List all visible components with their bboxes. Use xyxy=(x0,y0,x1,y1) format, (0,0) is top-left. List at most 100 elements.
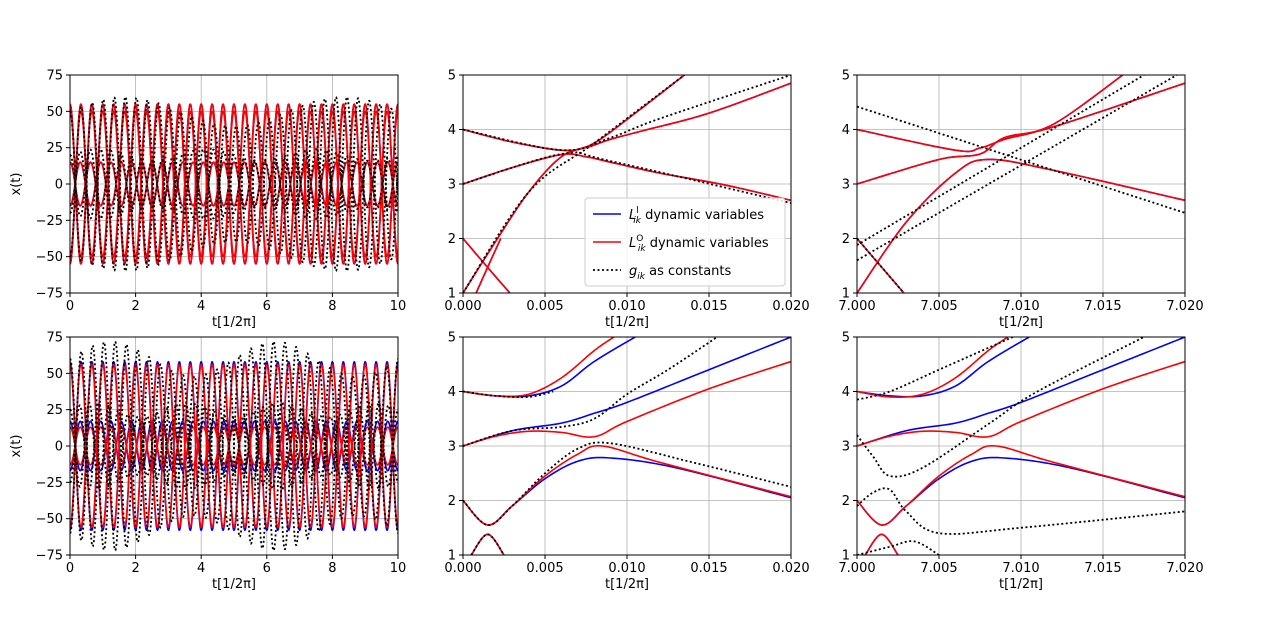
x-tick-label: 2 xyxy=(131,561,139,576)
x-axis-label: t[1/2π] xyxy=(605,315,649,330)
y-tick-label: 2 xyxy=(448,232,456,247)
series-line xyxy=(70,95,398,272)
y-tick-label: −75 xyxy=(36,287,63,302)
x-tick-label: 0.020 xyxy=(772,299,809,314)
x-tick-label: 10 xyxy=(390,561,407,576)
y-tick-label: −50 xyxy=(36,512,63,527)
y-tick-label: 1 xyxy=(842,549,850,564)
series-line xyxy=(857,337,1145,478)
legend-label: LO ik dynamic variables xyxy=(629,234,769,254)
y-tick-label: −75 xyxy=(36,549,63,564)
x-tick-label: 0.015 xyxy=(690,299,727,314)
y-tick-label: 3 xyxy=(842,178,850,193)
x-tick-label: 7.015 xyxy=(1084,561,1121,576)
x-tick-label: 6 xyxy=(263,299,271,314)
y-tick-label: −25 xyxy=(36,214,63,229)
x-tick-label: 10 xyxy=(390,299,407,314)
x-tick-label: 0.015 xyxy=(690,561,727,576)
plot-area xyxy=(463,75,791,293)
series-line xyxy=(463,153,791,202)
panel-top-mid: 0.000 0.005 0.010 0.015 0.020 1 2 3 4 5 t[1/2π] xyxy=(444,69,809,331)
panel-bottom-right: 7.000 7.005 7.010 7.015 7.020 1 2 3 4 5 t[1/2π] xyxy=(838,331,1203,593)
series-line xyxy=(70,110,398,258)
series-line xyxy=(70,401,398,490)
series-line xyxy=(70,360,398,532)
y-tick-label: 4 xyxy=(448,123,456,138)
x-tick-label: 0.005 xyxy=(526,561,563,576)
series-line xyxy=(70,360,398,532)
series-line xyxy=(857,360,1185,447)
y-tick-label: 2 xyxy=(842,232,850,247)
y-tick-label: 0 xyxy=(55,440,63,455)
x-tick-label: 6 xyxy=(263,561,271,576)
series-line xyxy=(463,337,636,398)
panel-top-left: 0 2 4 6 8 10 −75 −50 −25 0 25 50 75 t[1/2π] x(t) xyxy=(9,69,406,331)
y-tick-label: 50 xyxy=(46,367,63,382)
y-tick-label: 75 xyxy=(46,331,63,346)
panel-bottom-left: 0 2 4 6 8 10 −75 −50 −25 0 25 50 75 t[1/2π] x(t) xyxy=(9,331,406,593)
plot-area xyxy=(70,340,398,552)
series-line xyxy=(857,75,1124,153)
y-tick-label: 75 xyxy=(46,69,63,84)
x-axis-label: t[1/2π] xyxy=(999,315,1043,330)
x-tick-label: 7.015 xyxy=(1084,299,1121,314)
y-tick-label: 50 xyxy=(46,105,63,120)
y-tick-label: −25 xyxy=(36,476,63,491)
series-line xyxy=(70,402,398,491)
x-axis-label: t[1/2π] xyxy=(605,577,649,592)
series-line xyxy=(857,158,1185,293)
y-tick-label: 4 xyxy=(842,123,850,138)
series-line xyxy=(864,533,899,555)
series-line xyxy=(70,96,398,273)
y-tick-label: 2 xyxy=(842,494,850,509)
series-line xyxy=(70,148,398,220)
series-line xyxy=(463,441,791,526)
plot-area xyxy=(463,337,791,555)
y-tick-label: 5 xyxy=(842,331,850,346)
series-line xyxy=(864,533,899,555)
series-line xyxy=(70,148,398,220)
x-tick-label: 0.005 xyxy=(526,299,563,314)
x-tick-label: 0.020 xyxy=(772,561,809,576)
y-tick-label: 3 xyxy=(448,440,456,455)
series-line xyxy=(70,110,398,258)
y-tick-label: 3 xyxy=(842,440,850,455)
y-tick-label: 25 xyxy=(46,141,63,156)
series-line xyxy=(463,360,791,447)
x-tick-label: 8 xyxy=(328,561,336,576)
legend: Ll ik dynamic variables LO ik dynamic varia… xyxy=(584,197,786,287)
y-tick-label: 0 xyxy=(55,178,63,193)
x-tick-label: 0.010 xyxy=(608,299,645,314)
x-tick-label: 7.010 xyxy=(1002,561,1039,576)
y-tick-label: 3 xyxy=(448,178,456,193)
y-tick-label: 1 xyxy=(842,287,850,302)
y-tick-label: 4 xyxy=(448,385,456,400)
x-tick-label: 7.005 xyxy=(920,561,957,576)
series-line xyxy=(463,444,791,526)
series-line xyxy=(463,75,685,293)
y-tick-label: 25 xyxy=(46,403,63,418)
series-line xyxy=(857,105,1185,214)
series-line xyxy=(470,533,505,555)
legend-box xyxy=(584,197,786,287)
series-line xyxy=(857,337,1009,398)
series-line xyxy=(857,75,1178,262)
x-tick-label: 7.010 xyxy=(1002,299,1039,314)
series-line xyxy=(857,75,1124,153)
legend-label: gik as constants xyxy=(629,264,732,282)
x-tick-label: 0 xyxy=(66,299,74,314)
x-tick-label: 0 xyxy=(66,561,74,576)
x-tick-label: 4 xyxy=(197,561,205,576)
series-line xyxy=(70,340,398,551)
series-line xyxy=(475,238,502,293)
y-tick-label: 5 xyxy=(842,69,850,84)
x-tick-label: 7.005 xyxy=(920,299,957,314)
plot-area xyxy=(70,95,398,273)
x-axis-label: t[1/2π] xyxy=(999,577,1043,592)
series-line xyxy=(857,337,1185,447)
y-tick-label: 1 xyxy=(448,287,456,302)
x-tick-label: 7.020 xyxy=(1166,561,1203,576)
panel-bottom-mid: 0.000 0.005 0.010 0.015 0.020 1 2 3 4 5 t[1/2π] xyxy=(444,331,809,593)
series-line xyxy=(463,337,791,447)
x-tick-label: 0.010 xyxy=(608,561,645,576)
